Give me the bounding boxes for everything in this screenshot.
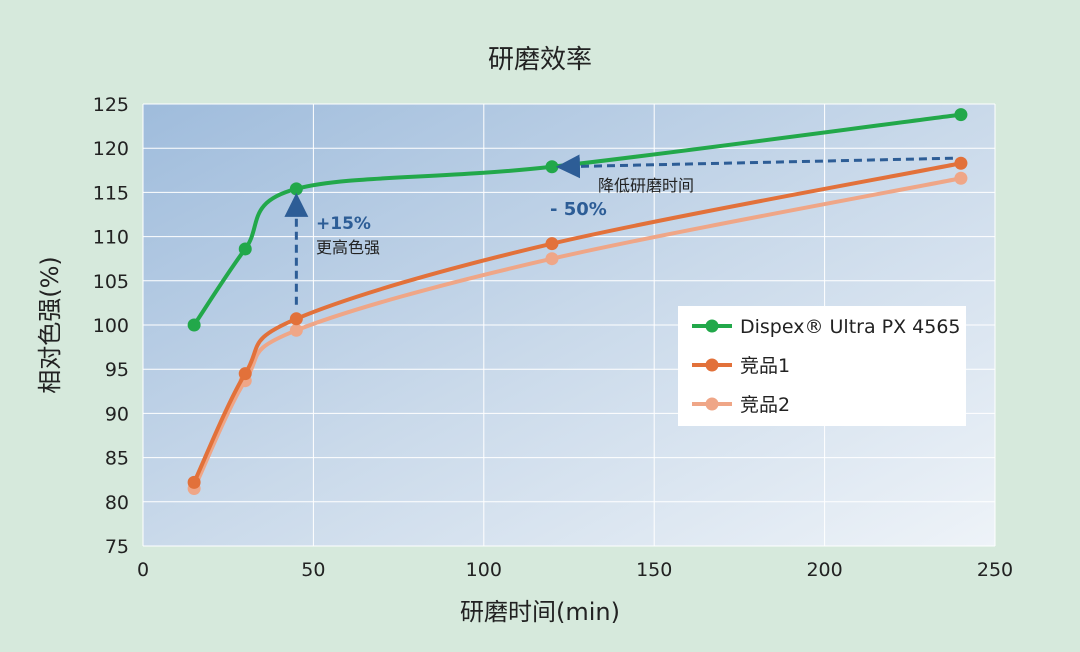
y-tick-label: 95 — [105, 359, 129, 381]
legend-swatch — [705, 358, 719, 372]
data-point — [545, 252, 559, 266]
legend-label: Dispex® Ultra PX 4565 — [740, 316, 961, 338]
legend-swatch — [705, 319, 719, 333]
data-point — [187, 318, 201, 332]
chart-title: 研磨效率 — [488, 45, 592, 75]
annotation: 更高色强 — [316, 238, 380, 257]
data-point — [545, 237, 559, 251]
annotation: +15% — [316, 214, 371, 234]
legend-label: 竞品1 — [740, 355, 790, 377]
x-tick-label: 200 — [806, 559, 842, 581]
y-tick-label: 85 — [105, 448, 129, 470]
data-point — [954, 156, 968, 170]
y-tick-label: 75 — [105, 536, 129, 558]
y-tick-label: 125 — [93, 94, 129, 116]
data-point — [289, 312, 303, 326]
data-point — [954, 108, 968, 122]
data-point — [187, 475, 201, 489]
data-point — [289, 182, 303, 196]
annotation: 降低研磨时间 — [598, 176, 694, 195]
x-axis-label: 研磨时间(min) — [460, 598, 620, 626]
x-tick-label: 100 — [466, 559, 502, 581]
data-point — [289, 323, 303, 337]
arrow — [555, 154, 953, 179]
data-point — [238, 367, 252, 381]
legend-label: 竞品2 — [740, 394, 790, 416]
legend-swatch — [705, 397, 719, 411]
y-tick-label: 115 — [93, 182, 129, 204]
x-tick-label: 150 — [636, 559, 672, 581]
data-point — [954, 171, 968, 185]
x-tick-label: 250 — [977, 559, 1013, 581]
x-tick-label: 50 — [301, 559, 325, 581]
data-point — [238, 242, 252, 256]
data-point — [545, 160, 559, 174]
y-axis-label: 相对色强(%) — [36, 256, 64, 394]
y-tick-label: 105 — [93, 271, 129, 293]
y-tick-label: 110 — [93, 227, 129, 249]
annotation: - 50% — [550, 199, 607, 220]
y-tick-label: 120 — [93, 138, 129, 160]
y-tick-label: 80 — [105, 492, 129, 514]
x-tick-label: 0 — [137, 559, 149, 581]
y-tick-label: 100 — [93, 315, 129, 337]
y-tick-label: 90 — [105, 403, 129, 425]
